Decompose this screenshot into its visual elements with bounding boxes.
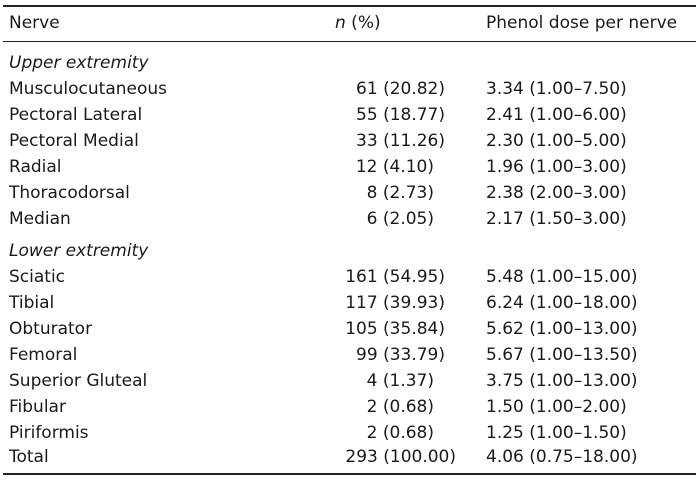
nerve-dose: 5.62 (1.00–13.00) — [486, 319, 638, 339]
nerve-count: 61 (20.82) — [356, 79, 445, 99]
table-row: Radial 12 (4.10) 1.96 (1.00–3.00) — [0, 154, 700, 180]
nerve-dose: 1.25 (1.00–1.50) — [486, 423, 627, 443]
nerve-dose: 5.48 (1.00–15.00) — [486, 267, 638, 287]
nerve-count: 55 (18.77) — [356, 105, 445, 125]
header-dose: Phenol dose per nerve — [486, 13, 678, 33]
nerve-count: 6 (2.05) — [366, 209, 434, 229]
table-row: Pectoral Lateral 55 (18.77) 2.41 (1.00–6… — [0, 102, 700, 128]
nerve-count: 33 (11.26) — [356, 131, 445, 151]
nerve-dose: 1.50 (1.00–2.00) — [486, 397, 627, 417]
nerve-name: Fibular — [9, 397, 66, 417]
table-row: Musculocutaneous 61 (20.82) 3.34 (1.00–7… — [0, 76, 700, 102]
nerve-name: Sciatic — [9, 267, 66, 287]
nerve-count: 105 (35.84) — [345, 319, 445, 339]
nerve-count: 12 (4.10) — [355, 157, 434, 177]
table-row: Obturator 105 (35.84) 5.62 (1.00–13.00) — [0, 316, 700, 342]
header-n-percent: n (%) — [335, 10, 381, 36]
nerve-name: Superior Gluteal — [9, 371, 148, 391]
table-row: Sciatic 161 (54.95) 5.48 (1.00–15.00) — [0, 264, 700, 290]
table-row: Median 6 (2.05) 2.17 (1.50–3.00) — [0, 206, 700, 232]
nerve-dose: 6.24 (1.00–18.00) — [486, 293, 638, 313]
section-upper-extremity: Upper extremity — [0, 50, 700, 76]
nerve-name: Tibial — [9, 293, 55, 313]
nerve-dose: 3.75 (1.00–13.00) — [486, 371, 638, 391]
nerve-dose: 3.34 (1.00–7.50) — [486, 79, 627, 99]
table-row: Femoral 99 (33.79) 5.67 (1.00–13.50) — [0, 342, 700, 368]
nerve-name: Femoral — [9, 345, 78, 365]
nerve-dose: 2.38 (2.00–3.00) — [486, 183, 627, 203]
nerve-name: Pectoral Lateral — [9, 105, 143, 125]
total-count: 293 (100.00) — [345, 447, 456, 467]
header-nerve: Nerve — [9, 13, 60, 33]
table-row: Tibial 117 (39.93) 6.24 (1.00–18.00) — [0, 290, 700, 316]
nerve-count: 117 (39.93) — [345, 293, 445, 313]
total-dose: 4.06 (0.75–18.00) — [486, 447, 638, 467]
table-row: Fibular 2 (0.68) 1.50 (1.00–2.00) — [0, 394, 700, 420]
table-header-rule — [3, 41, 696, 42]
section-lower-extremity: Lower extremity — [0, 238, 700, 264]
nerve-count: 2 (0.68) — [366, 397, 434, 417]
header-n-suffix: (%) — [345, 13, 381, 33]
table-row: Piriformis 2 (0.68) 1.25 (1.00–1.50) — [0, 420, 700, 446]
nerve-name: Thoracodorsal — [9, 183, 130, 203]
nerve-count: 161 (54.95) — [345, 267, 445, 287]
nerve-name: Musculocutaneous — [9, 79, 168, 99]
table-row: Pectoral Medial 33 (11.26) 2.30 (1.00–5.… — [0, 128, 700, 154]
nerve-dose: 5.67 (1.00–13.50) — [486, 345, 638, 365]
table-top-rule — [3, 5, 696, 7]
table-row: Thoracodorsal 8 (2.73) 2.38 (2.00–3.00) — [0, 180, 700, 206]
section-title: Lower extremity — [9, 241, 149, 261]
nerve-name: Median — [9, 209, 71, 229]
table-header-row: Nerve n (%) Phenol dose per nerve — [0, 10, 700, 36]
nerve-count: 4 (1.37) — [366, 371, 434, 391]
nerve-dose: 2.17 (1.50–3.00) — [486, 209, 627, 229]
nerve-count: 99 (33.79) — [356, 345, 445, 365]
header-n-symbol: n — [335, 13, 346, 33]
section-title: Upper extremity — [9, 53, 149, 73]
nerve-dose: 1.96 (1.00–3.00) — [486, 157, 627, 177]
nerve-dose: 2.41 (1.00–6.00) — [486, 105, 627, 125]
table-bottom-rule — [3, 473, 696, 475]
table-total-row: Total 293 (100.00) 4.06 (0.75–18.00) — [0, 444, 700, 470]
nerve-dose: 2.30 (1.00–5.00) — [486, 131, 627, 151]
nerve-name: Obturator — [9, 319, 93, 339]
total-label: Total — [9, 447, 49, 467]
nerve-name: Piriformis — [9, 423, 89, 443]
nerve-count: 8 (2.73) — [366, 183, 434, 203]
nerve-count: 2 (0.68) — [366, 423, 434, 443]
nerve-name: Radial — [9, 157, 62, 177]
table-row: Superior Gluteal 4 (1.37) 3.75 (1.00–13.… — [0, 368, 700, 394]
nerve-name: Pectoral Medial — [9, 131, 139, 151]
